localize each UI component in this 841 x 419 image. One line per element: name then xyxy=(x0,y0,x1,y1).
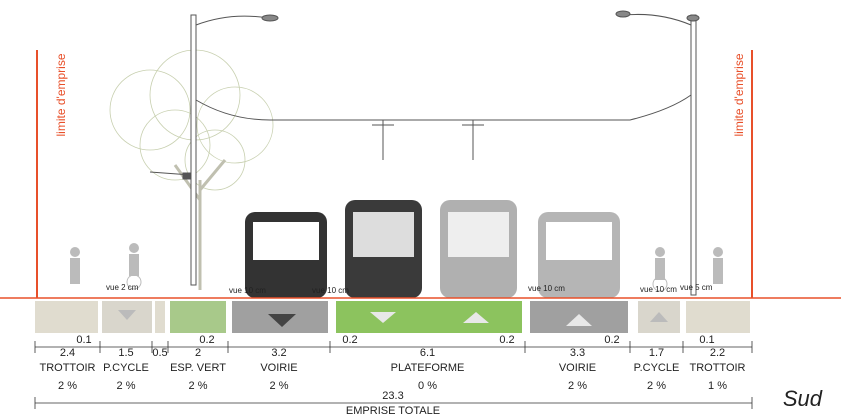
clearance: vue 10 cm xyxy=(229,286,266,295)
clearance: vue 5 cm xyxy=(680,283,713,292)
offset: 0.1 xyxy=(76,334,91,346)
total-width: 23.3 xyxy=(382,390,403,402)
segment-name: VOIRIE xyxy=(260,362,297,374)
segment-name: P.CYCLE xyxy=(634,362,680,374)
segment-name: PLATEFORME xyxy=(391,362,465,374)
segment-width: 3.3 xyxy=(570,347,585,359)
segment-width: 2.4 xyxy=(60,347,75,359)
total-label: EMPRISE TOTALE xyxy=(346,405,440,417)
segment-name: ESP. VERT xyxy=(170,362,226,374)
segment-slope: 2 % xyxy=(117,380,136,392)
orientation: Sud xyxy=(783,386,823,411)
segment-name: TROTTOIR xyxy=(689,362,745,374)
limit-label: limite d'emprise xyxy=(732,53,746,136)
offset: 0.2 xyxy=(199,334,214,346)
segment-slope: 0 % xyxy=(418,380,437,392)
segment-slope: 2 % xyxy=(189,380,208,392)
offset: 0.2 xyxy=(604,334,619,346)
clearance: vue 2 cm xyxy=(106,283,139,292)
segment-width: 0.5 xyxy=(152,347,167,359)
segment-slope: 2 % xyxy=(647,380,666,392)
segment-name: TROTTOIR xyxy=(39,362,95,374)
clearance: vue 10 cm xyxy=(528,284,565,293)
segment-slope: 1 % xyxy=(708,380,727,392)
offset: 0.1 xyxy=(699,334,714,346)
clearance: vue 10 cm xyxy=(312,286,349,295)
offset: 0.2 xyxy=(499,334,514,346)
segment-width: 2 xyxy=(195,347,201,359)
segment-width: 1.7 xyxy=(649,347,664,359)
segment-width: 2.2 xyxy=(710,347,725,359)
clearance: vue 10 cm xyxy=(640,285,677,294)
segment-width: 6.1 xyxy=(420,347,435,359)
segment-slope: 2 % xyxy=(270,380,289,392)
offset: 0.2 xyxy=(342,334,357,346)
segment-slope: 2 % xyxy=(568,380,587,392)
segment-slope: 2 % xyxy=(58,380,77,392)
limit-label: limite d'emprise xyxy=(54,53,68,136)
segment-name: VOIRIE xyxy=(559,362,596,374)
segment-width: 3.2 xyxy=(271,347,286,359)
segment-width: 1.5 xyxy=(118,347,133,359)
blocks xyxy=(35,301,750,333)
segment-name: P.CYCLE xyxy=(103,362,149,374)
dimensions: 2.4 TROTTOIR 2 % 1.5 P.CYCLE 2 % 0.5 2 ESP. VERT… xyxy=(35,334,752,417)
cross-section: limite d'emprise limite d'emprise xyxy=(0,0,841,419)
